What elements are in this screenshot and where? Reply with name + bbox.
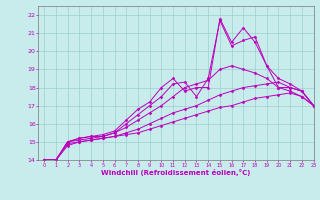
X-axis label: Windchill (Refroidissement éolien,°C): Windchill (Refroidissement éolien,°C) [101, 169, 251, 176]
